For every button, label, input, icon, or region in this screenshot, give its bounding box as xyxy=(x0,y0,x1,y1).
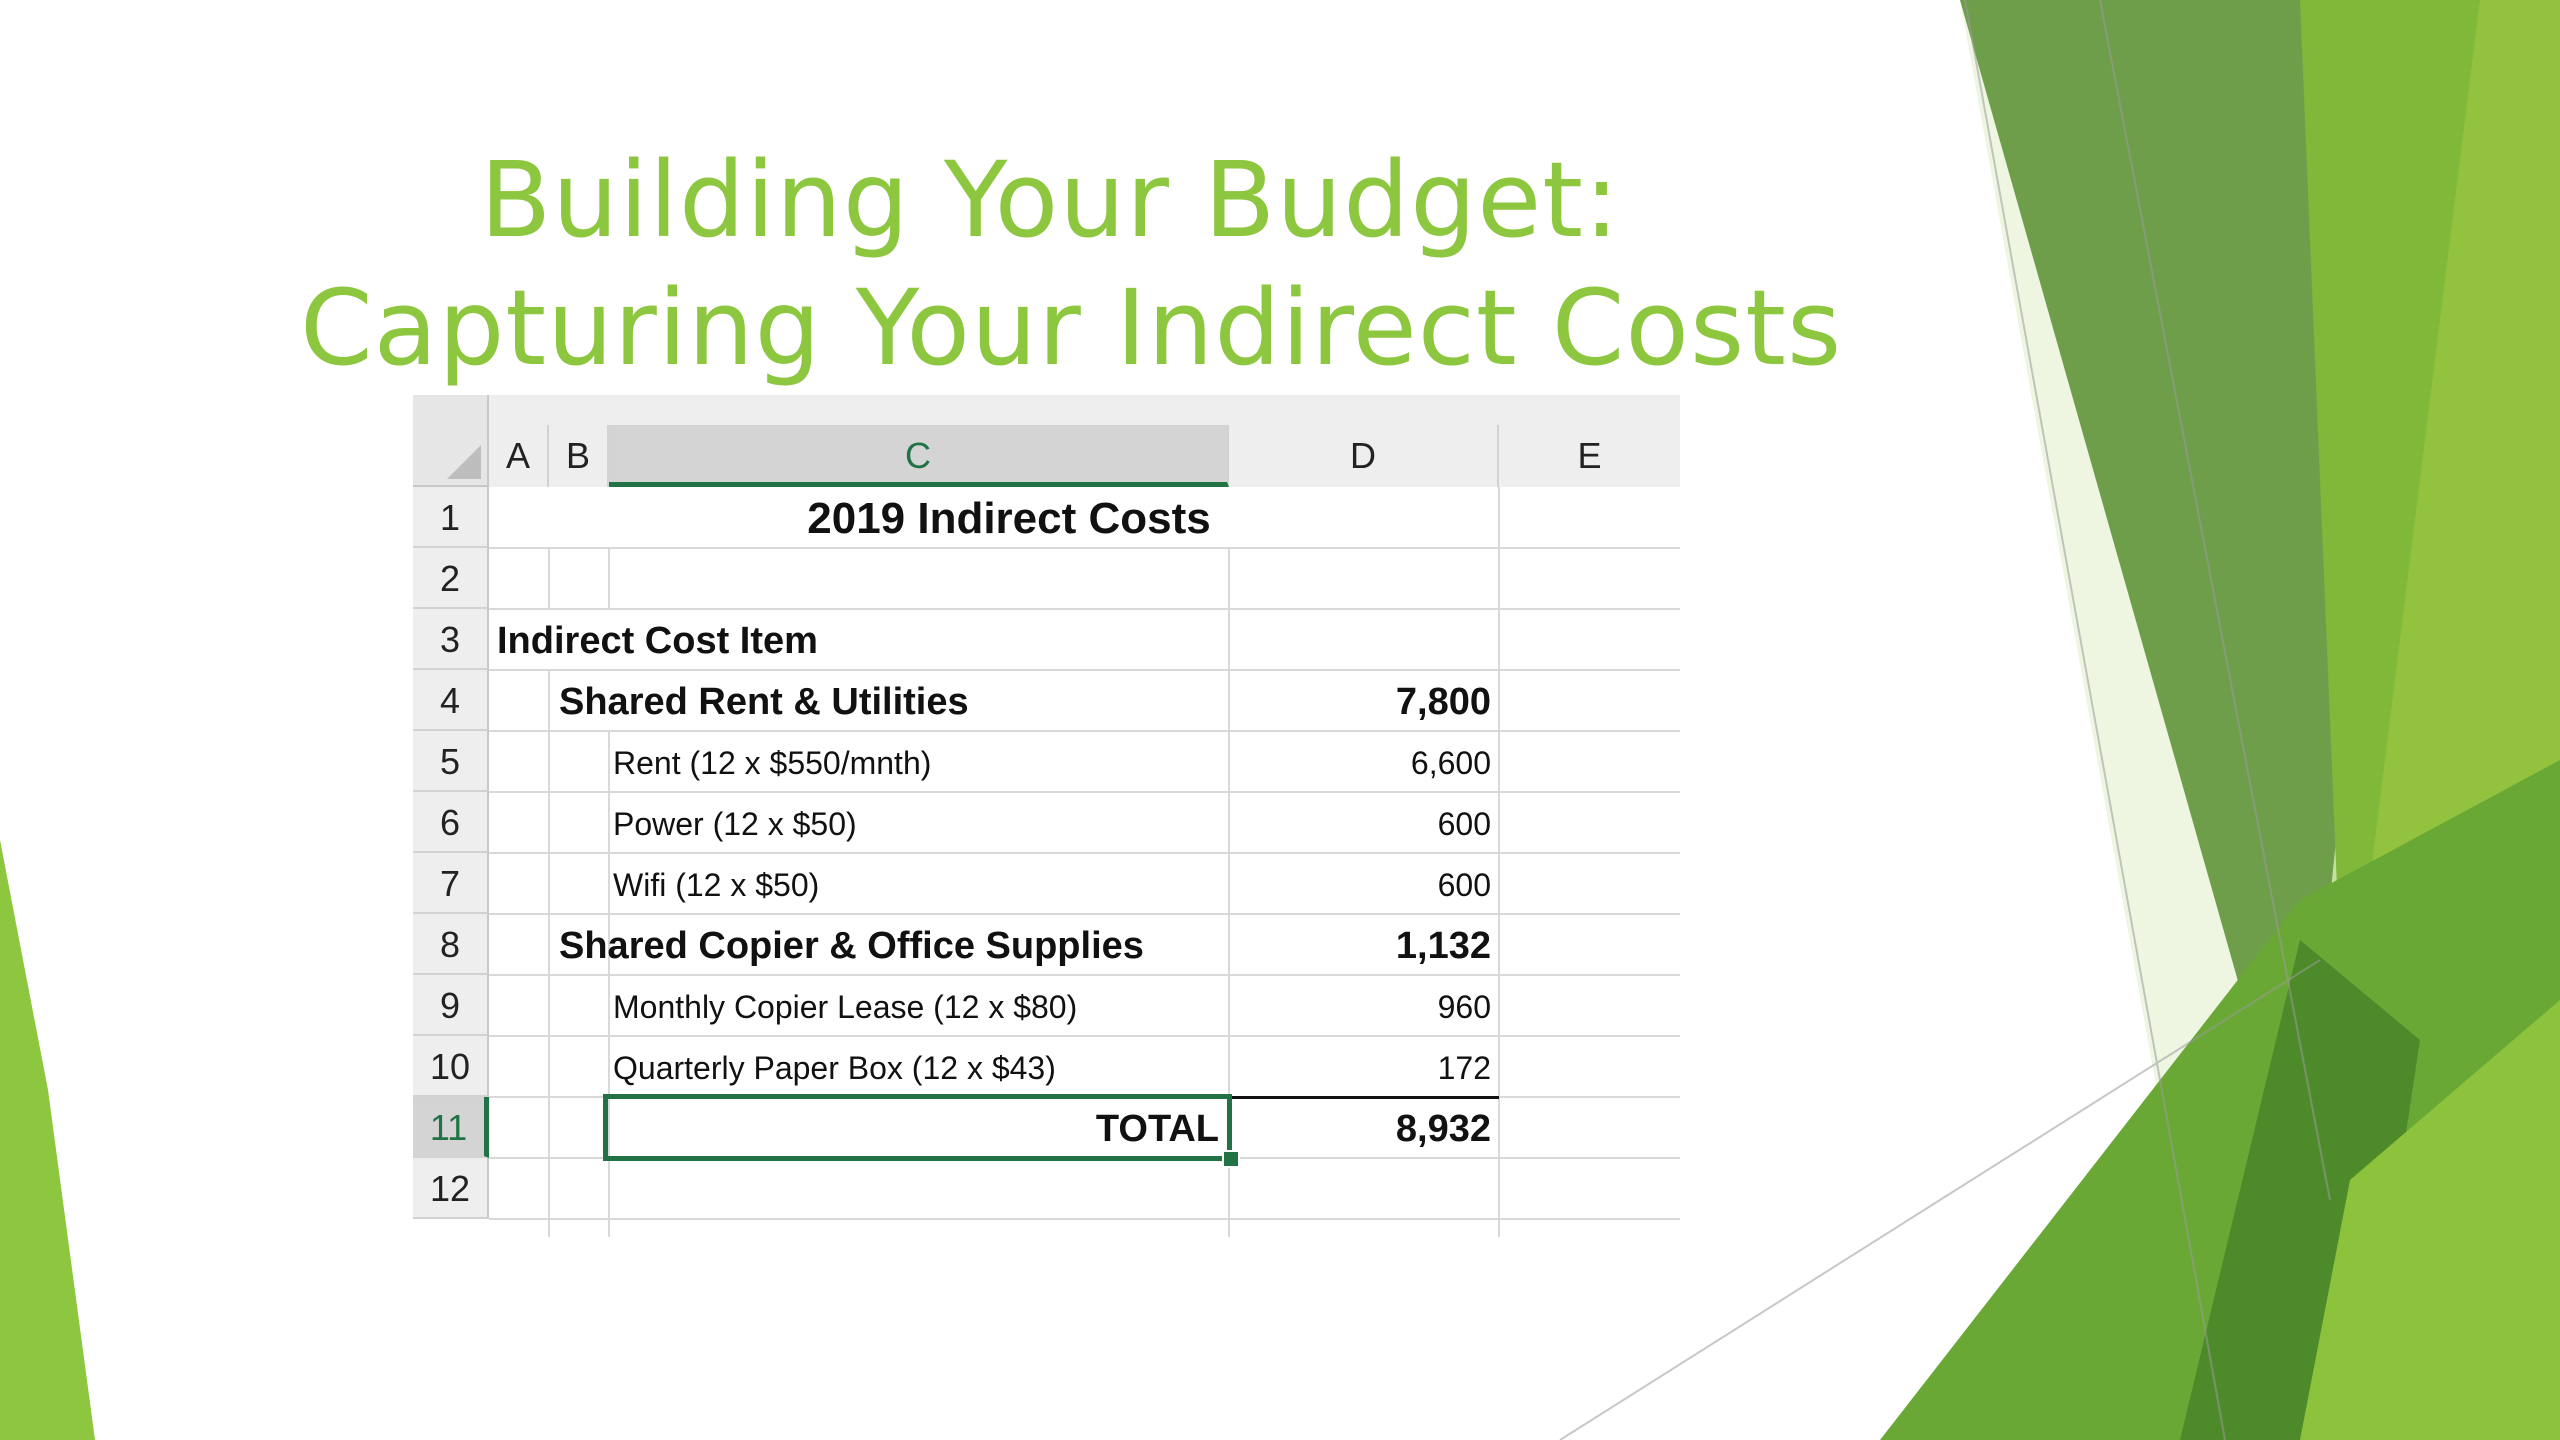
row-header-2[interactable]: 2 xyxy=(413,548,489,609)
row-header-4[interactable]: 4 xyxy=(413,670,489,731)
gridline-col-d xyxy=(1498,487,1500,1237)
item-value-rent[interactable]: 6,600 xyxy=(1410,745,1491,781)
item-value-copier-lease[interactable]: 960 xyxy=(1437,989,1491,1025)
slide-title-line-2: Capturing Your Indirect Costs xyxy=(300,267,1843,389)
gridline-row-5 xyxy=(489,791,1680,793)
gridline-col-b-lower xyxy=(608,975,610,1237)
thin-decor-lines xyxy=(1559,0,2331,1440)
total-top-border xyxy=(1228,1096,1499,1099)
section-label[interactable]: Indirect Cost Item xyxy=(497,620,818,662)
total-value[interactable]: 8,932 xyxy=(1395,1108,1491,1150)
item-label-wifi[interactable]: Wifi (12 x $50) xyxy=(613,867,820,903)
item-value-power[interactable]: 600 xyxy=(1437,806,1491,842)
row-header-7[interactable]: 7 xyxy=(413,853,489,914)
gridline-row-9 xyxy=(489,1035,1680,1037)
row-header-12[interactable]: 12 xyxy=(413,1158,489,1219)
column-header-c[interactable]: C xyxy=(609,425,1229,487)
item-label-shared-copier[interactable]: Shared Copier & Office Supplies xyxy=(559,925,1144,967)
item-label-power[interactable]: Power (12 x $50) xyxy=(613,806,857,842)
gridline-row-4 xyxy=(489,730,1680,732)
column-header-e[interactable]: E xyxy=(1499,425,1680,487)
gridline-row-6 xyxy=(489,852,1680,854)
gridline-col-b-upper xyxy=(608,731,610,976)
spreadsheet-screenshot: A B C D E 1 2 3 4 5 6 7 8 9 10 11 12 201… xyxy=(413,395,1680,1237)
total-label[interactable]: TOTAL xyxy=(1095,1108,1219,1150)
corner-triangle-icon xyxy=(447,445,481,479)
row-header-6[interactable]: 6 xyxy=(413,792,489,853)
left-facet-shapes xyxy=(0,840,95,1440)
item-value-shared-rent[interactable]: 7,800 xyxy=(1395,681,1491,723)
gridline-row-3 xyxy=(489,669,1680,671)
row-header-5[interactable]: 5 xyxy=(413,731,489,792)
item-value-shared-copier[interactable]: 1,132 xyxy=(1395,925,1491,967)
column-header-d[interactable]: D xyxy=(1229,425,1499,487)
gridline-col-c xyxy=(1228,548,1230,1237)
item-value-wifi[interactable]: 600 xyxy=(1437,867,1491,903)
item-label-copier-lease[interactable]: Monthly Copier Lease (12 x $80) xyxy=(613,989,1078,1025)
item-label-shared-rent[interactable]: Shared Rent & Utilities xyxy=(559,681,969,723)
right-facet-shapes xyxy=(1880,0,2560,1440)
gridline-row-8 xyxy=(489,974,1680,976)
column-header-a[interactable]: A xyxy=(489,425,549,487)
gridline-col-a xyxy=(548,670,550,1237)
gridline-row-2 xyxy=(489,608,1680,610)
gridline-row-1 xyxy=(489,547,1680,549)
fill-handle[interactable] xyxy=(1222,1150,1240,1168)
row-header-8[interactable]: 8 xyxy=(413,914,489,975)
item-label-paper-box[interactable]: Quarterly Paper Box (12 x $43) xyxy=(613,1050,1056,1086)
gridline-row-7 xyxy=(489,913,1680,915)
row-header-11[interactable]: 11 xyxy=(413,1097,489,1158)
select-all-corner[interactable] xyxy=(413,395,489,487)
row-header-10[interactable]: 10 xyxy=(413,1036,489,1097)
row-header-9[interactable]: 9 xyxy=(413,975,489,1036)
gridline-col-a-row-2 xyxy=(548,548,550,609)
row-header-1[interactable]: 1 xyxy=(413,487,489,548)
slide-title-line-1: Building Your Budget: xyxy=(479,139,1621,261)
row-header-3[interactable]: 3 xyxy=(413,609,489,670)
gridline-row-12 xyxy=(489,1218,1680,1220)
item-label-rent[interactable]: Rent (12 x $550/mnth) xyxy=(613,745,932,781)
sheet-heading[interactable]: 2019 Indirect Costs xyxy=(807,494,1211,543)
gridline-col-b-row-2 xyxy=(608,548,610,609)
column-header-b[interactable]: B xyxy=(549,425,609,487)
active-cell-selection[interactable] xyxy=(603,1094,1232,1161)
item-value-paper-box[interactable]: 172 xyxy=(1437,1050,1491,1086)
